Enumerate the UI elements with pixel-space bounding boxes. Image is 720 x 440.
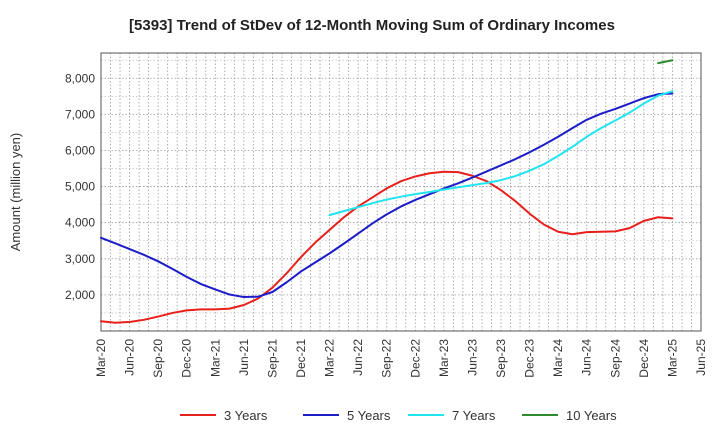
series-line-5-years (100, 92, 674, 299)
y-tick-label: 8,000 (65, 71, 95, 85)
x-tick-label: Dec-23 (523, 339, 537, 378)
x-tick-label: Mar-21 (208, 339, 222, 377)
plot-area (101, 53, 701, 331)
series-line-7-years (328, 90, 674, 217)
y-tick-label: 7,000 (65, 107, 95, 121)
x-tick-label: Sep-24 (608, 339, 622, 378)
y-tick-label: 3,000 (65, 252, 95, 266)
legend-label-7-years: 7 Years (452, 408, 496, 423)
y-tick-label: 6,000 (65, 143, 95, 157)
x-tick-label: Dec-21 (294, 339, 308, 378)
plot-frame (100, 52, 702, 332)
x-tick-label: Sep-20 (151, 339, 165, 378)
x-tick-label: Jun-20 (123, 339, 137, 376)
x-tick-label: Jun-24 (580, 339, 594, 376)
legend-label-5-years: 5 Years (347, 408, 391, 423)
x-tick-label: Jun-21 (237, 339, 251, 376)
legend: 3 Years 5 Years 7 Years 10 Years (180, 408, 617, 423)
x-tick-label: Mar-22 (323, 339, 337, 377)
x-tick-label: Dec-24 (637, 339, 651, 378)
x-tick-label: Sep-21 (265, 339, 279, 378)
series-line-10-years (657, 59, 674, 65)
x-tick-label: Mar-25 (665, 339, 679, 377)
x-tick-label: Mar-20 (94, 339, 108, 377)
legend-label-3-years: 3 Years (224, 408, 268, 423)
x-tick-label: Dec-20 (180, 339, 194, 378)
x-tick-label: Sep-22 (380, 339, 394, 378)
series-line-3-years (100, 170, 674, 324)
y-axis-label: Amount (million yen) (8, 133, 23, 252)
x-tick-label: Mar-24 (551, 339, 565, 377)
x-tick-label: Jun-23 (465, 339, 479, 376)
x-tick-label: Jun-25 (694, 339, 708, 376)
x-tick-label: Sep-23 (494, 339, 508, 378)
x-tick-label: Mar-23 (437, 339, 451, 377)
x-tick-label: Dec-22 (408, 339, 422, 378)
y-tick-label: 4,000 (65, 216, 95, 230)
x-tick-label: Jun-22 (351, 339, 365, 376)
chart-title: [5393] Trend of StDev of 12-Month Moving… (129, 17, 615, 34)
legend-label-10-years: 10 Years (566, 408, 617, 423)
y-tick-label: 2,000 (65, 288, 95, 302)
y-tick-label: 5,000 (65, 180, 95, 194)
